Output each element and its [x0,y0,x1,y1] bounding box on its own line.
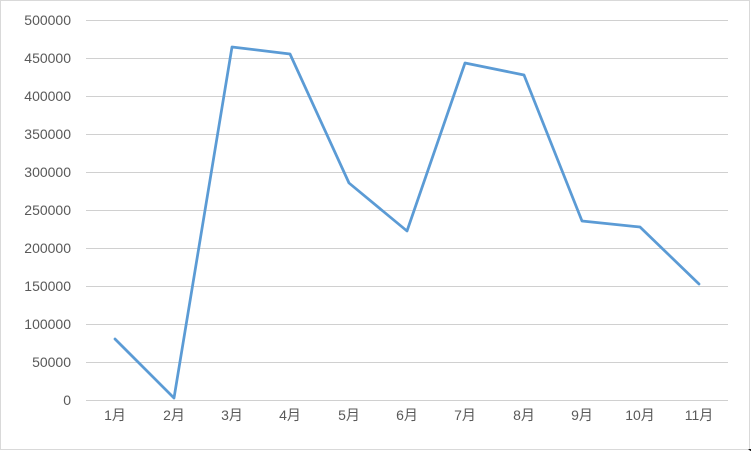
svg-text:400000: 400000 [24,88,71,104]
svg-text:0: 0 [63,392,71,408]
svg-text:50000: 50000 [32,354,71,370]
svg-text:450000: 450000 [24,50,71,66]
svg-text:10月: 10月 [625,407,655,423]
svg-text:9月: 9月 [571,407,593,423]
svg-text:7月: 7月 [454,407,476,423]
svg-text:5月: 5月 [338,407,360,423]
svg-text:100000: 100000 [24,316,71,332]
svg-text:2月: 2月 [163,407,185,423]
svg-text:250000: 250000 [24,202,71,218]
svg-text:300000: 300000 [24,164,71,180]
svg-text:150000: 150000 [24,278,71,294]
svg-text:500000: 500000 [24,12,71,28]
svg-text:6月: 6月 [396,407,418,423]
svg-text:4月: 4月 [279,407,301,423]
svg-text:200000: 200000 [24,240,71,256]
svg-text:1月: 1月 [104,407,126,423]
svg-text:350000: 350000 [24,126,71,142]
svg-text:11月: 11月 [685,407,714,423]
svg-text:8月: 8月 [513,407,535,423]
svg-text:3月: 3月 [221,407,243,423]
